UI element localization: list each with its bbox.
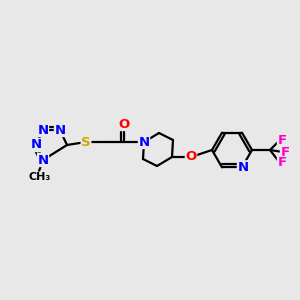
- Text: F: F: [278, 157, 286, 169]
- Text: F: F: [280, 146, 290, 158]
- Text: N: N: [38, 124, 49, 136]
- Text: N: N: [30, 139, 42, 152]
- Text: S: S: [81, 136, 91, 148]
- Text: O: O: [185, 151, 197, 164]
- Text: N: N: [54, 124, 66, 136]
- Text: N: N: [38, 154, 49, 166]
- Text: N: N: [237, 161, 249, 174]
- Text: CH₃: CH₃: [29, 172, 51, 182]
- Text: N: N: [138, 136, 150, 148]
- Text: O: O: [118, 118, 130, 130]
- Text: F: F: [278, 134, 286, 146]
